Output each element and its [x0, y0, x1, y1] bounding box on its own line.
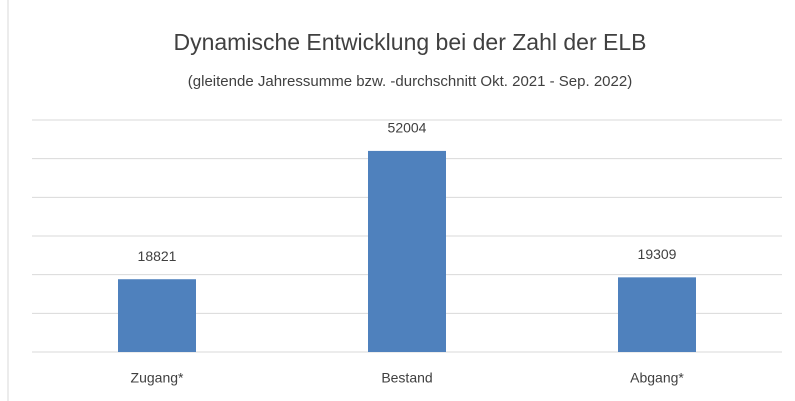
x-tick-label: Bestand — [381, 370, 432, 386]
x-tick-label: Zugang* — [131, 370, 184, 386]
chart-title: Dynamische Entwicklung bei der Zahl der … — [173, 29, 646, 55]
data-label: 52004 — [388, 120, 427, 136]
x-tick-label: Abgang* — [630, 370, 684, 386]
data-label: 19309 — [638, 246, 677, 262]
bar — [618, 277, 696, 352]
bar — [368, 150, 446, 352]
chart-subtitle: (gleitende Jahressumme bzw. -durchschnit… — [188, 73, 632, 90]
bar — [118, 279, 196, 352]
data-label: 18821 — [138, 248, 177, 264]
